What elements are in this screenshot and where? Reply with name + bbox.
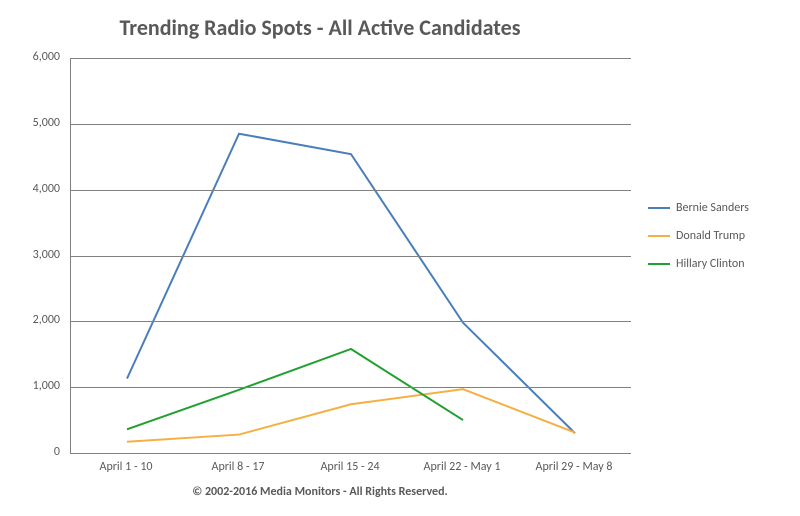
legend-swatch — [648, 207, 670, 209]
chart-title: Trending Radio Spots - All Active Candid… — [0, 14, 640, 41]
x-axis-label: April 15 - 24 — [294, 460, 406, 474]
grid-line — [71, 190, 631, 191]
x-axis-label: April 8 - 17 — [182, 460, 294, 474]
x-axis-label: April 22 - May 1 — [406, 460, 518, 474]
y-axis-label: 0 — [5, 445, 60, 459]
legend-swatch — [648, 263, 670, 265]
legend-item: Bernie Sanders — [648, 200, 749, 216]
legend-label: Hillary Clinton — [676, 257, 745, 271]
legend-swatch — [648, 235, 670, 237]
y-axis-label: 6,000 — [5, 50, 60, 64]
grid-line — [71, 321, 631, 322]
legend-item: Hillary Clinton — [648, 256, 749, 272]
series-line — [127, 349, 463, 429]
y-axis-label: 5,000 — [5, 116, 60, 130]
grid-line — [71, 256, 631, 257]
legend: Bernie Sanders Donald Trump Hillary Clinto… — [648, 200, 749, 284]
plot-area — [70, 58, 631, 454]
y-axis-label: 1,000 — [5, 379, 60, 393]
chart-container: Trending Radio Spots - All Active Candid… — [0, 0, 800, 516]
series-line — [127, 134, 575, 434]
x-axis-label: April 1 - 10 — [70, 460, 182, 474]
y-axis-label: 3,000 — [5, 248, 60, 262]
grid-line — [71, 58, 631, 59]
legend-label: Donald Trump — [676, 229, 745, 243]
grid-line — [71, 124, 631, 125]
legend-item: Donald Trump — [648, 228, 749, 244]
legend-label: Bernie Sanders — [676, 201, 749, 215]
x-axis-label: April 29 - May 8 — [518, 460, 630, 474]
grid-line — [71, 387, 631, 388]
y-axis-label: 2,000 — [5, 313, 60, 327]
y-axis-label: 4,000 — [5, 182, 60, 196]
chart-footer: © 2002-2016 Media Monitors - All Rights … — [0, 485, 640, 499]
series-line — [127, 389, 575, 442]
